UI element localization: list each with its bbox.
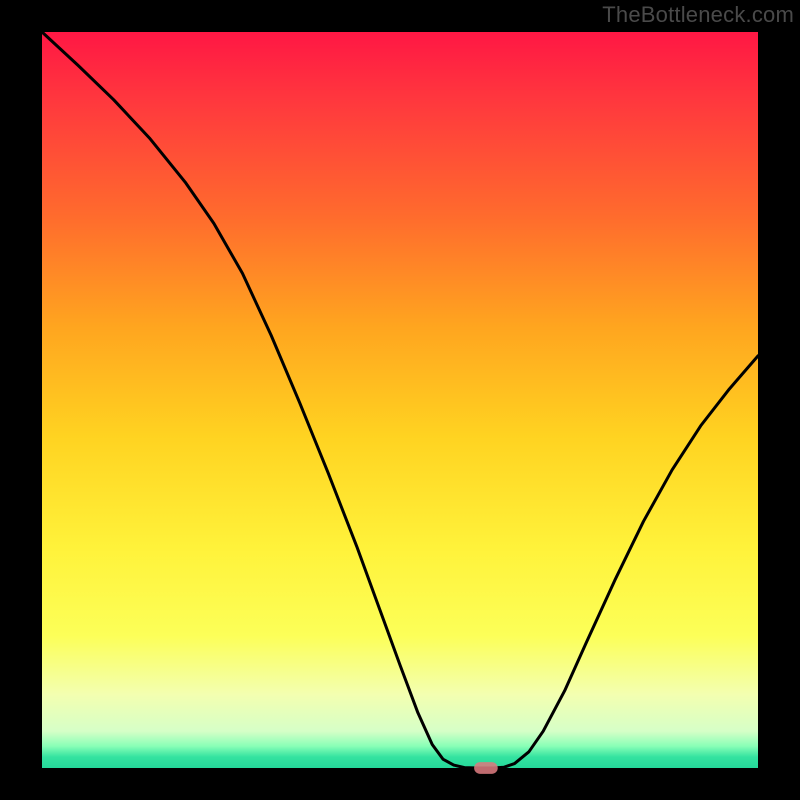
plot-background — [42, 32, 758, 768]
watermark-text: TheBottleneck.com — [602, 2, 794, 28]
bottleneck-chart — [0, 0, 800, 800]
optimal-point-marker — [474, 762, 498, 774]
chart-stage: TheBottleneck.com — [0, 0, 800, 800]
